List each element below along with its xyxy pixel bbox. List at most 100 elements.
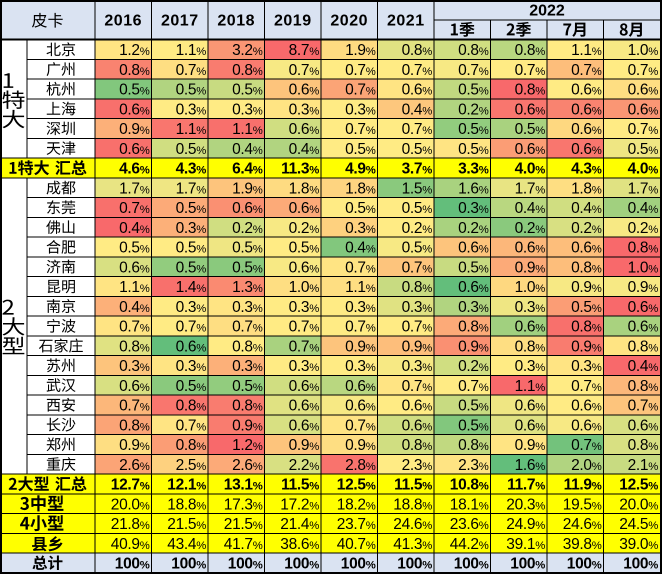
svg-text:0.3%: 0.3% — [402, 358, 433, 375]
svg-text:0.6%: 0.6% — [515, 319, 546, 336]
svg-text:0.4%: 0.4% — [289, 141, 320, 158]
svg-text:0.6%: 0.6% — [458, 240, 489, 257]
svg-text:43.4%: 43.4% — [167, 536, 206, 553]
svg-text:2021: 2021 — [387, 12, 425, 29]
svg-text:20.0%: 20.0% — [619, 496, 658, 513]
svg-text:1.7%: 1.7% — [176, 180, 207, 197]
svg-text:0.6%: 0.6% — [571, 417, 602, 434]
svg-text:2.6%: 2.6% — [232, 457, 263, 474]
svg-text:0.6%: 0.6% — [571, 82, 602, 99]
svg-text:0.5%: 0.5% — [515, 121, 546, 138]
svg-text:0.6%: 0.6% — [119, 378, 150, 395]
svg-text:0.6%: 0.6% — [289, 398, 320, 415]
svg-text:0.6%: 0.6% — [119, 259, 150, 276]
svg-text:0.5%: 0.5% — [402, 141, 433, 158]
svg-text:4.6%: 4.6% — [119, 161, 150, 178]
svg-text:21.5%: 21.5% — [224, 516, 263, 533]
svg-text:0.6%: 0.6% — [402, 398, 433, 415]
svg-text:0.6%: 0.6% — [628, 82, 659, 99]
svg-text:24.9%: 24.9% — [506, 516, 545, 533]
svg-text:2.6%: 2.6% — [119, 457, 150, 474]
svg-text:0.3%: 0.3% — [345, 358, 376, 375]
svg-text:1.7%: 1.7% — [119, 180, 150, 197]
svg-text:0.3%: 0.3% — [232, 101, 263, 118]
svg-text:1.9%: 1.9% — [232, 180, 263, 197]
svg-text:0.3%: 0.3% — [402, 299, 433, 316]
svg-text:39.0%: 39.0% — [619, 536, 658, 553]
svg-text:20.0%: 20.0% — [111, 496, 150, 513]
svg-text:0.8%: 0.8% — [571, 259, 602, 276]
svg-text:0.6%: 0.6% — [289, 378, 320, 395]
svg-text:21.8%: 21.8% — [111, 516, 150, 533]
svg-text:0.6%: 0.6% — [628, 101, 659, 118]
svg-text:0.7%: 0.7% — [458, 378, 489, 395]
svg-text:11.5%: 11.5% — [394, 477, 432, 494]
svg-text:0.4%: 0.4% — [628, 358, 659, 375]
svg-text:0.7%: 0.7% — [119, 200, 150, 217]
svg-text:0.2%: 0.2% — [402, 220, 433, 237]
svg-text:3.7%: 3.7% — [402, 161, 433, 178]
svg-text:0.7%: 0.7% — [176, 417, 207, 434]
svg-text:1.1%: 1.1% — [232, 121, 263, 138]
svg-text:3.3%: 3.3% — [458, 161, 489, 178]
svg-text:2017: 2017 — [161, 12, 199, 29]
svg-text:0.3%: 0.3% — [345, 101, 376, 118]
svg-text:12.5%: 12.5% — [619, 477, 658, 494]
svg-text:0.6%: 0.6% — [571, 398, 602, 415]
svg-text:0.5%: 0.5% — [458, 121, 489, 138]
svg-text:0.8%: 0.8% — [176, 437, 207, 454]
svg-text:0.2%: 0.2% — [628, 220, 659, 237]
svg-text:1.1%: 1.1% — [176, 42, 207, 59]
svg-text:100%: 100% — [623, 556, 658, 573]
svg-text:100%: 100% — [341, 556, 376, 573]
svg-text:0.2%: 0.2% — [458, 220, 489, 237]
svg-text:1.3%: 1.3% — [232, 279, 263, 296]
svg-text:0.9%: 0.9% — [119, 437, 150, 454]
svg-text:23.7%: 23.7% — [337, 516, 376, 533]
svg-text:1.0%: 1.0% — [515, 279, 546, 296]
svg-text:100%: 100% — [115, 556, 150, 573]
svg-text:0.5%: 0.5% — [176, 240, 207, 257]
svg-text:0.4%: 0.4% — [119, 220, 150, 237]
svg-text:0.7%: 0.7% — [232, 319, 263, 336]
svg-text:0.4%: 0.4% — [345, 240, 376, 257]
svg-text:0.6%: 0.6% — [119, 101, 150, 118]
svg-text:0.3%: 0.3% — [176, 101, 207, 118]
svg-text:1.4%: 1.4% — [176, 279, 207, 296]
svg-text:0.3%: 0.3% — [289, 299, 320, 316]
svg-text:0.9%: 0.9% — [458, 338, 489, 355]
svg-text:1.0%: 1.0% — [628, 42, 659, 59]
svg-text:21.4%: 21.4% — [280, 516, 319, 533]
svg-text:0.7%: 0.7% — [119, 398, 150, 415]
svg-text:0.7%: 0.7% — [628, 398, 659, 415]
svg-text:0.6%: 0.6% — [571, 121, 602, 138]
svg-text:11.5%: 11.5% — [281, 477, 319, 494]
svg-text:0.5%: 0.5% — [458, 141, 489, 158]
svg-text:0.8%: 0.8% — [119, 338, 150, 355]
svg-text:0.7%: 0.7% — [345, 417, 376, 434]
svg-text:0.5%: 0.5% — [458, 417, 489, 434]
svg-text:0.3%: 0.3% — [289, 358, 320, 375]
svg-text:0.8%: 0.8% — [458, 319, 489, 336]
svg-text:0.8%: 0.8% — [628, 437, 659, 454]
svg-text:1.7%: 1.7% — [515, 180, 546, 197]
svg-text:0.4%: 0.4% — [402, 101, 433, 118]
svg-text:0.2%: 0.2% — [515, 220, 546, 237]
svg-text:1.7%: 1.7% — [628, 180, 659, 197]
svg-text:0.5%: 0.5% — [458, 398, 489, 415]
svg-text:20.3%: 20.3% — [506, 496, 545, 513]
svg-text:0.8%: 0.8% — [458, 42, 489, 59]
svg-text:0.9%: 0.9% — [515, 259, 546, 276]
svg-text:18.8%: 18.8% — [167, 496, 206, 513]
svg-text:0.9%: 0.9% — [345, 338, 376, 355]
svg-text:12.7%: 12.7% — [111, 477, 150, 494]
svg-text:0.8%: 0.8% — [232, 398, 263, 415]
svg-text:23.6%: 23.6% — [450, 516, 489, 533]
svg-text:0.7%: 0.7% — [345, 121, 376, 138]
svg-text:0.8%: 0.8% — [119, 62, 150, 79]
svg-text:0.6%: 0.6% — [289, 417, 320, 434]
svg-text:0.9%: 0.9% — [232, 417, 263, 434]
svg-text:0.9%: 0.9% — [571, 338, 602, 355]
svg-text:1.1%: 1.1% — [119, 279, 150, 296]
svg-text:11.3%: 11.3% — [281, 161, 319, 178]
